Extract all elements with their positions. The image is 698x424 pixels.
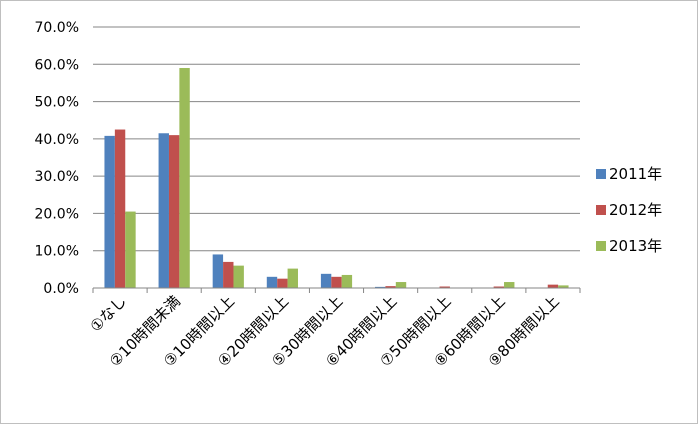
- y-tick-label: 30.0%: [35, 169, 79, 185]
- bar: [341, 274, 353, 288]
- legend: 2011年 2012年 2013年: [596, 165, 662, 255]
- x-tick-label: ①なし: [86, 292, 129, 335]
- y-tick-label: 50.0%: [35, 95, 79, 111]
- bar: [395, 282, 407, 288]
- bar: [104, 135, 115, 288]
- bar: [493, 286, 505, 288]
- bar: [114, 129, 126, 288]
- y-axis-tick-labels: 0.0% 10.0% 20.0% 30.0% 40.0% 50.0% 60.0% 70.0%: [35, 20, 79, 297]
- bar: [331, 276, 342, 288]
- legend-swatch: [596, 241, 606, 251]
- legend-swatch: [596, 205, 606, 215]
- bar: [375, 286, 386, 288]
- x-axis-tick-labels: ①なし②10時間未満③10時間以上④20時間以上⑤30時間以上⑥40時間以上⑦5…: [86, 292, 562, 370]
- bar: [158, 133, 169, 288]
- bar: [125, 211, 136, 288]
- legend-label: 2011年: [609, 165, 662, 183]
- legend-label: 2012年: [609, 201, 662, 219]
- legend-swatch: [596, 169, 606, 179]
- legend-label: 2013年: [609, 237, 662, 255]
- bar: [277, 278, 288, 288]
- bar: [223, 261, 234, 288]
- bar-marks: [104, 68, 569, 288]
- bar: [168, 135, 180, 288]
- bar: [266, 276, 278, 288]
- y-tick-label: 40.0%: [35, 132, 79, 148]
- bar: [287, 268, 298, 288]
- bar: [547, 284, 559, 288]
- y-tick-label: 0.0%: [43, 281, 79, 297]
- y-tick-label: 60.0%: [35, 57, 79, 73]
- bar: [179, 68, 190, 288]
- x-axis: [92, 287, 581, 293]
- y-tick-label: 70.0%: [35, 20, 79, 36]
- y-tick-label: 20.0%: [35, 206, 79, 222]
- bar: [558, 285, 569, 288]
- bar: [212, 254, 224, 288]
- bar: [320, 273, 332, 288]
- bar: [439, 286, 450, 288]
- y-tick-label: 10.0%: [35, 244, 79, 260]
- bar: [233, 265, 244, 288]
- bar: [385, 286, 396, 288]
- bar: [504, 282, 515, 288]
